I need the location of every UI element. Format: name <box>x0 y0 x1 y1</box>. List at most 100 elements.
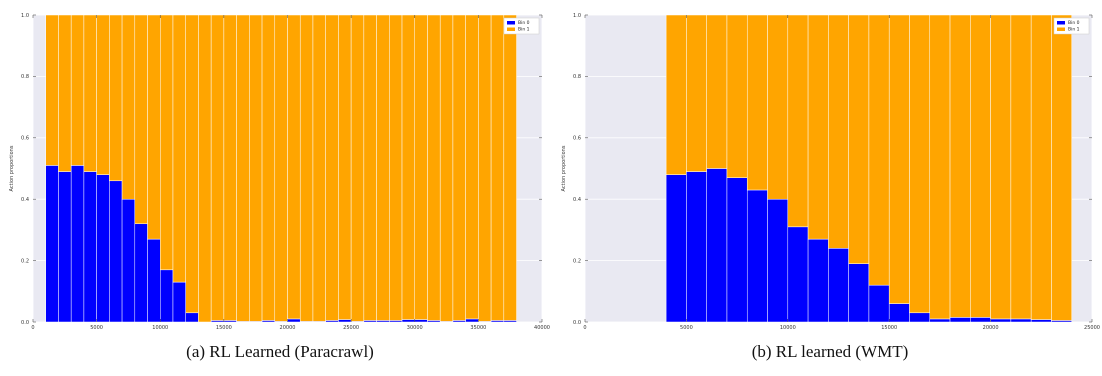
bar-bin1 <box>949 14 971 318</box>
bar-bin0 <box>990 318 1012 323</box>
bar-bin0 <box>287 318 301 323</box>
bar-bin0 <box>746 189 768 323</box>
bar-bin1 <box>1010 14 1032 320</box>
bar-bin1 <box>726 14 748 178</box>
bar-bin1 <box>990 14 1012 320</box>
y-tick-label: 1.0 <box>573 13 581 19</box>
bar-bin1 <box>274 14 288 322</box>
bar-bin0 <box>45 165 59 323</box>
bar-bin1 <box>58 14 72 172</box>
bar-bin1 <box>787 14 809 228</box>
caption-b: (b) RL learned (WMT) <box>751 342 909 361</box>
x-tick-label: 5000 <box>90 325 103 331</box>
x-tick-label: 30000 <box>407 325 423 331</box>
x-tick-label: 25000 <box>343 325 359 331</box>
x-tick-label: 0 <box>31 325 34 331</box>
y-tick-label: 0.0 <box>573 320 581 326</box>
bar-bin1 <box>868 14 890 286</box>
bar-bin1 <box>503 14 517 321</box>
bar-bin1 <box>767 14 789 200</box>
bar-bin1 <box>376 14 390 321</box>
bar-bin0 <box>96 174 110 323</box>
x-tick-label: 15000 <box>881 325 897 331</box>
legend-entry: Bin 1 <box>1068 27 1080 33</box>
bar-bin1 <box>172 14 186 283</box>
x-tick-label: 15000 <box>216 325 232 331</box>
bar-bin0 <box>160 269 174 323</box>
x-tick-label: 10000 <box>152 325 168 331</box>
bar-bin1 <box>312 14 326 322</box>
x-tick-label: 35000 <box>470 325 486 331</box>
bar-bin1 <box>147 14 161 240</box>
panel-b: 0.0 0.2 0.4 0.6 0.8 1.0 0 5000 10000 15000 20000 25… <box>551 0 1102 335</box>
bar-bin1 <box>287 14 301 320</box>
y-tick-label: 1.0 <box>21 13 29 19</box>
bar-bin0 <box>807 238 829 323</box>
panel-a: 0.0 0.2 0.4 0.6 0.8 1.0 0 5000 10000 15000 20000 25… <box>0 0 551 335</box>
bar-bin0 <box>929 318 951 323</box>
bar-bin1 <box>970 14 991 318</box>
bar-bin0 <box>147 238 161 323</box>
bar-bin0 <box>787 226 809 323</box>
bar-bin0 <box>109 180 123 323</box>
bar-bin1 <box>401 14 415 320</box>
y-tick-label: 0.4 <box>21 197 29 203</box>
bar-bin1 <box>490 14 505 321</box>
bar-bin0 <box>848 263 870 323</box>
bar-bin0 <box>706 168 728 323</box>
bar-bin1 <box>848 14 870 264</box>
bar-bin1 <box>96 14 110 175</box>
bar-bin0 <box>1010 318 1032 323</box>
bar-bin0 <box>909 312 931 323</box>
x-tick-label: 20000 <box>983 325 999 331</box>
bar-bin0 <box>134 223 148 323</box>
y-tick-label: 0.8 <box>21 74 29 80</box>
bar-bin0 <box>338 319 352 323</box>
chart-a: 0.0 0.2 0.4 0.6 0.8 1.0 0 5000 10000 15000 20000 25… <box>9 13 550 331</box>
bar-bin1 <box>389 14 403 321</box>
bar-bin1 <box>325 14 339 321</box>
bar-bin1 <box>121 14 136 200</box>
bar-bin1 <box>888 14 910 304</box>
y-tick-label: 0.0 <box>21 320 29 326</box>
bar-bin1 <box>363 14 377 321</box>
caption-a: (a) RL Learned (Paracrawl) <box>186 342 374 361</box>
bar-bin1 <box>452 14 466 321</box>
legend-swatch <box>507 27 515 31</box>
bar-bin0 <box>401 319 415 323</box>
y-tick-label: 0.6 <box>573 136 581 142</box>
bar-bin1 <box>45 14 59 166</box>
bar-bin1 <box>83 14 97 172</box>
bar-bin1 <box>160 14 174 271</box>
bar-bin1 <box>706 14 728 169</box>
bar-bin1 <box>109 14 123 182</box>
bar-bin1 <box>439 14 454 322</box>
y-axis-label: Action proportions <box>561 145 567 191</box>
y-tick-label: 0.2 <box>21 258 29 264</box>
x-tick-label: 10000 <box>780 325 796 331</box>
bar-bin0 <box>58 171 72 323</box>
bar-bin1 <box>909 14 931 314</box>
bar-bin0 <box>121 198 136 323</box>
y-axis-label: Action proportions <box>9 145 15 191</box>
bar-bin0 <box>970 317 991 323</box>
bar-bin1 <box>1030 14 1052 320</box>
bar-bin1 <box>185 14 199 314</box>
bar-bin0 <box>414 319 428 323</box>
bar-bin0 <box>949 317 971 323</box>
bar-bin0 <box>172 281 186 323</box>
legend-entry: Bin 0 <box>518 20 530 26</box>
legend-swatch <box>1057 21 1065 25</box>
bar-bin0 <box>83 171 97 323</box>
x-tick-label: 25000 <box>1084 325 1100 331</box>
bar-bin0 <box>465 318 479 323</box>
bar-bin1 <box>210 14 225 321</box>
bar-bin1 <box>299 14 314 322</box>
bar-bin1 <box>746 14 768 191</box>
bar-bin0 <box>828 248 849 323</box>
bar-bin1 <box>478 14 492 322</box>
legend-entry: Bin 0 <box>1068 20 1080 26</box>
bar-bin1 <box>338 14 352 320</box>
bar-bin1 <box>665 14 687 175</box>
legend-entry: Bin 1 <box>518 27 530 33</box>
